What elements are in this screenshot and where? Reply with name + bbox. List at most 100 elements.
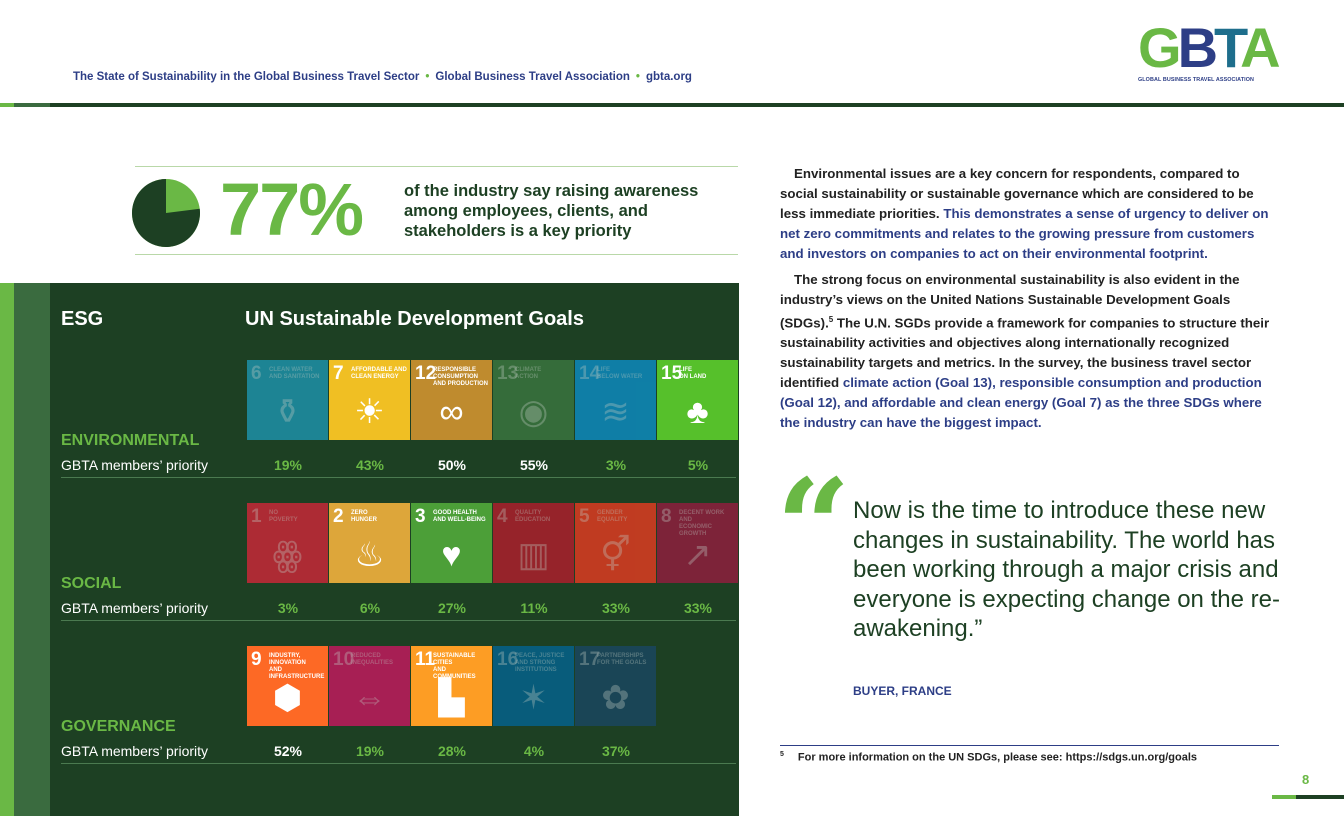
logo-tagline: GLOBAL BUSINESS TRAVEL ASSOCIATION <box>1138 77 1255 83</box>
panel-mid-strip <box>14 283 50 816</box>
heartbeat-icon: ♥ <box>441 536 462 574</box>
footnote-rule <box>780 745 1279 746</box>
sdg-number: 16 <box>497 649 519 670</box>
sdg-number: 8 <box>661 506 672 527</box>
stat-divider-top <box>135 166 738 167</box>
sdg-label: LIFE ON LAND <box>679 367 707 380</box>
sdg-heading: UN Sustainable Development Goals <box>245 308 584 330</box>
sdg-tile-7: 7 AFFORDABLE AND CLEAN ENERGY ☀ <box>329 360 410 440</box>
priority-value-sdg-6: 19% <box>273 457 303 473</box>
sdg-tile-16: 16 PEACE, JUSTICE AND STRONG INSTITUTIONS… <box>493 646 574 726</box>
sdg-tile-12: 12 RESPONSIBLE CONSUMPTION AND PRODUCTION… <box>411 360 492 440</box>
priority-value-sdg-16: 4% <box>523 743 545 759</box>
family-icon: ꙮ <box>272 536 303 574</box>
sdg-tile-17: 17 PARTNERSHIPS FOR THE GOALS ✿ <box>575 646 656 726</box>
sdg-number: 14 <box>579 363 601 384</box>
sdg-tile-5: 5 GENDER EQUALITY ⚥ <box>575 503 656 583</box>
stat-percent: 77% <box>220 168 364 251</box>
stat-divider-bottom <box>135 254 738 255</box>
sdg-label: INDUSTRY, INNOVATION AND INFRASTRUCTURE <box>269 653 325 680</box>
priority-value-sdg-13: 55% <box>519 457 549 473</box>
header-url-link[interactable]: gbta.org <box>645 71 692 83</box>
sdg-tile-9: 9 INDUSTRY, INNOVATION AND INFRASTRUCTURE… <box>247 646 328 726</box>
sdg-label: PARTNERSHIPS FOR THE GOALS <box>597 653 647 666</box>
sdg-number: 13 <box>497 363 519 384</box>
priority-label: GBTA members’ priority <box>61 600 209 616</box>
priority-value-sdg-2: 6% <box>359 600 381 616</box>
sdg-tile-14: 14 LIFE BELOW WATER ≋ <box>575 360 656 440</box>
priority-value-sdg-15: 5% <box>687 457 709 473</box>
priority-label: GBTA members’ priority <box>61 743 209 759</box>
priority-value-sdg-14: 3% <box>605 457 627 473</box>
fish-icon: ≋ <box>601 393 630 431</box>
row-divider <box>61 763 736 764</box>
gender-icon: ⚥ <box>600 536 631 574</box>
sdg-tile-8: 8 DECENT WORK AND ECONOMIC GROWTH ↗ <box>657 503 738 583</box>
tree-icon: ♣ <box>686 393 709 431</box>
sdg-number: 1 <box>251 506 262 527</box>
sdg-label: NO POVERTY <box>269 510 298 523</box>
priority-value-sdg-5: 33% <box>601 600 631 616</box>
paragraph-2: The strong focus on environmental sustai… <box>780 272 1270 431</box>
sdg-tile-3: 3 GOOD HEALTH AND WELL-BEING ♥ <box>411 503 492 583</box>
priority-value-sdg-7: 43% <box>355 457 385 473</box>
infinity-icon: ∞ <box>439 393 464 431</box>
priority-value-sdg-12: 50% <box>437 457 467 473</box>
sdg-label: QUALITY EDUCATION <box>515 510 551 523</box>
sdg-label: REDUCED INEQUALITIES <box>351 653 394 666</box>
gbta-logo: GBTA GLOBAL BUSINESS TRAVEL ASSOCIATION <box>1138 16 1281 84</box>
sdg-tile-4: 4 QUALITY EDUCATION ▥ <box>493 503 574 583</box>
sdg-label: DECENT WORK AND ECONOMIC GROWTH <box>679 510 725 537</box>
stat-pie-icon <box>132 179 200 247</box>
row-divider <box>61 477 736 478</box>
pull-quote: Now is the time to introduce these new c… <box>853 497 1280 642</box>
sdg-label: GENDER EQUALITY <box>597 510 628 523</box>
sdg-tile-6: 6 CLEAN WATER AND SANITATION ⚱ <box>247 360 328 440</box>
water-tap-icon: ⚱ <box>273 393 302 431</box>
sdg-tile-15: 15 LIFE ON LAND ♣ <box>657 360 738 440</box>
footnote-text[interactable]: For more information on the UN SDGs, ple… <box>797 751 1198 764</box>
header-org: Global Business Travel Association <box>435 71 630 83</box>
city-icon: ▙ <box>438 679 465 717</box>
footer-rule-accent <box>1272 795 1296 799</box>
category-label-social: SOCIAL <box>61 575 122 592</box>
header-rule-accent <box>0 103 14 107</box>
header-separator: • <box>425 71 430 83</box>
sdg-number: 17 <box>579 649 601 670</box>
logo-letters: GBTA <box>1138 16 1281 79</box>
sdg-number: 6 <box>251 363 262 384</box>
sdg-tile-11: 11 SUSTAINABLE CITIES AND COMMUNITIES ▙ <box>411 646 492 726</box>
sdg-number: 3 <box>415 506 426 527</box>
rings-icon: ✿ <box>601 679 630 717</box>
sdg-tile-1: 1 NO POVERTY ꙮ <box>247 503 328 583</box>
sdg-number: 15 <box>661 363 683 384</box>
sdg-label: CLEAN WATER AND SANITATION <box>269 367 320 380</box>
sdg-label: CLIMATE ACTION <box>515 367 542 380</box>
globe-eye-icon: ◉ <box>518 393 549 431</box>
sdg-label: PEACE, JUSTICE AND STRONG INSTITUTIONS <box>515 653 565 673</box>
sdg-label: AFFORDABLE AND CLEAN ENERGY <box>351 367 407 380</box>
sun-power-icon: ☀ <box>354 393 385 431</box>
sdg-label: LIFE BELOW WATER <box>597 367 643 380</box>
running-header: The State of Sustainability in the Globa… <box>73 71 692 83</box>
equality-arrows-icon: ⇔ <box>352 679 387 717</box>
page-number: 8 <box>1302 772 1310 787</box>
sdg-number: 9 <box>251 649 262 670</box>
quote-mark-icon: “ <box>776 450 851 603</box>
category-label-environmental: ENVIRONMENTAL <box>61 432 200 449</box>
dove-icon: ✶ <box>519 679 548 717</box>
sdg-tile-13: 13 CLIMATE ACTION ◉ <box>493 360 574 440</box>
header-rule-mid <box>14 103 50 107</box>
stat-description: of the industry say raising awareness am… <box>404 182 699 240</box>
header-rule <box>50 103 1344 107</box>
cubes-icon: ⬢ <box>272 679 303 717</box>
sdg-number: 7 <box>333 363 344 384</box>
priority-value-sdg-3: 27% <box>437 600 467 616</box>
body-text: Environmental issues are a key concern f… <box>780 164 1280 439</box>
priority-value-sdg-8: 33% <box>683 600 713 616</box>
footnote: 5 For more information on the UN SDGs, pl… <box>780 751 1198 764</box>
esg-heading: ESG <box>61 308 104 330</box>
sdg-number: 10 <box>333 649 355 670</box>
footer-rule <box>1296 795 1344 799</box>
panel-accent-strip <box>0 283 14 816</box>
